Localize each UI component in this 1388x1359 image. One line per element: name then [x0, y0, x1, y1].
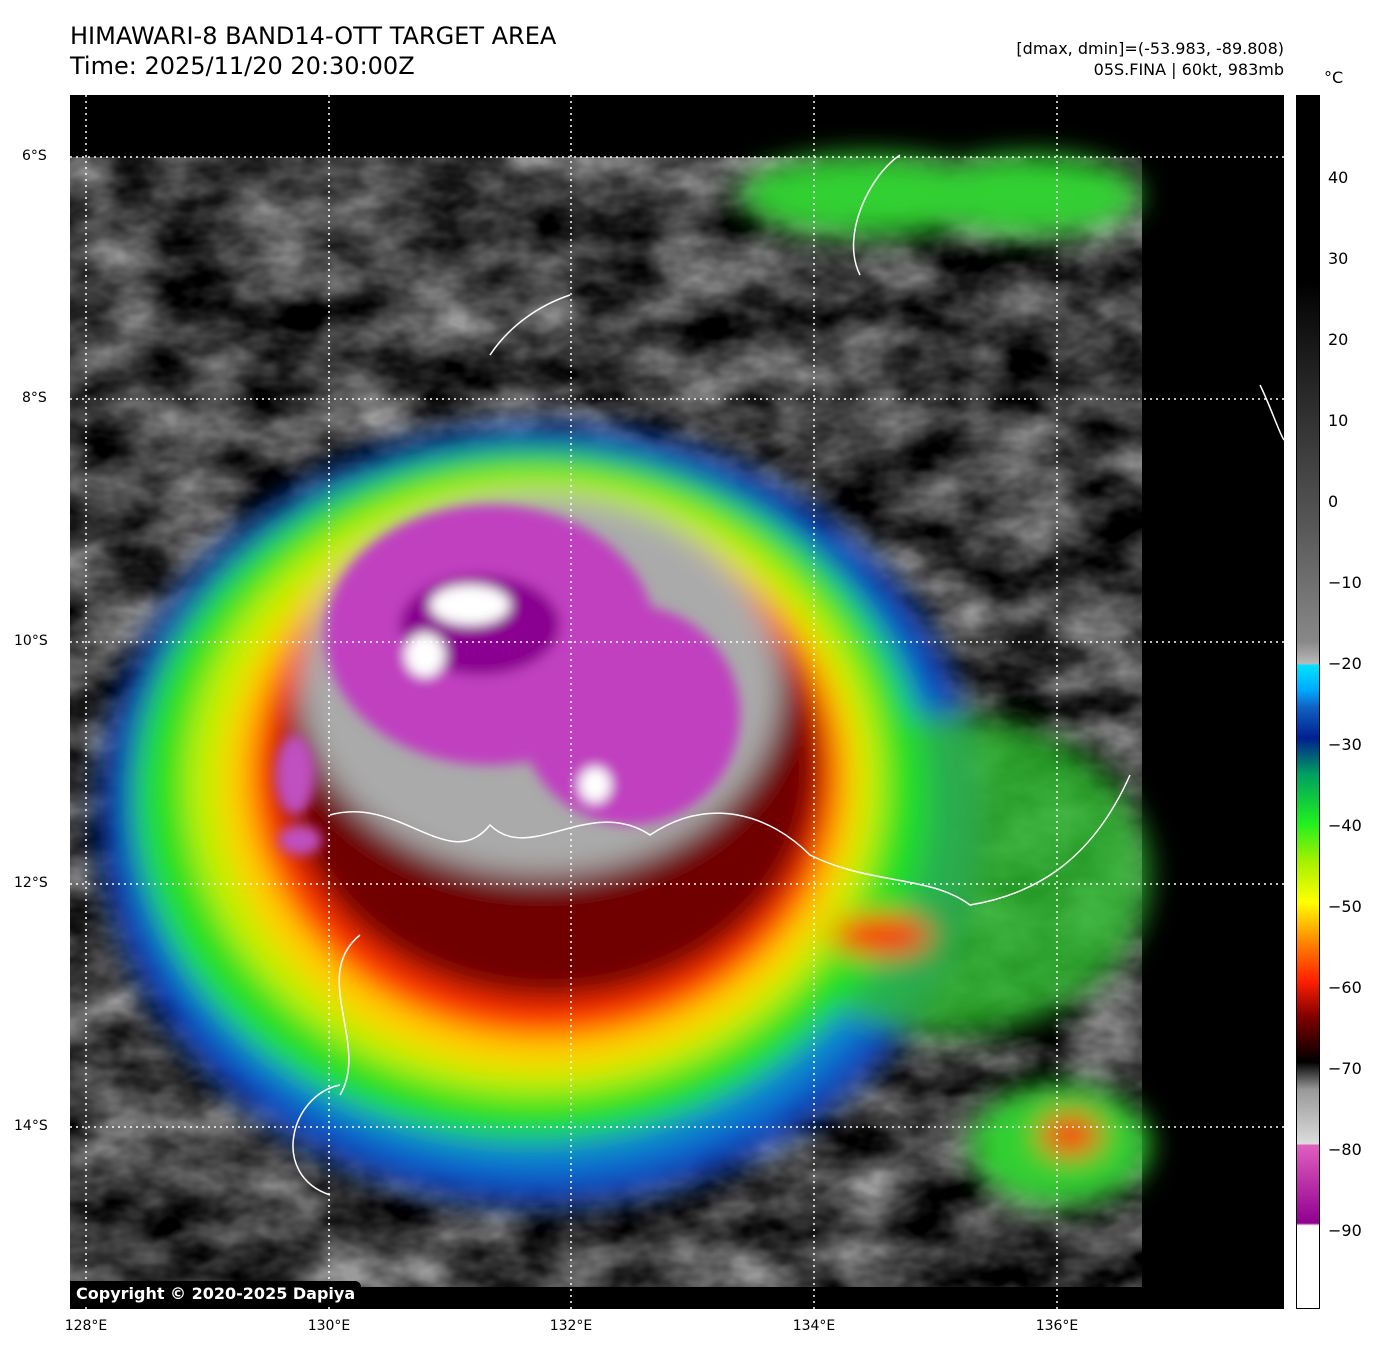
- figure-title: HIMAWARI-8 BAND14-OTT TARGET AREA: [70, 22, 557, 50]
- colorbar-tick: −30: [1328, 735, 1362, 754]
- colorbar-tick: 0: [1328, 492, 1339, 511]
- colorbar-tick: −10: [1328, 573, 1362, 592]
- colorbar: [1296, 95, 1320, 1309]
- lat-label: 14°S: [14, 1118, 48, 1134]
- colorbar-tick: 40: [1328, 168, 1349, 187]
- lon-label: 136°E: [1035, 1318, 1079, 1334]
- colorbar-tick: 10: [1328, 411, 1349, 430]
- figure-time: Time: 2025/11/20 20:30:00Z: [70, 52, 415, 80]
- colorbar-tick: −70: [1328, 1059, 1362, 1078]
- colorbar-tick: −50: [1328, 897, 1362, 916]
- colorbar-tick: −60: [1328, 978, 1362, 997]
- colorbar-tick: 20: [1328, 330, 1349, 349]
- colorbar-unit: °C: [1324, 68, 1344, 87]
- lat-label: 6°S: [22, 148, 47, 164]
- lat-label: 12°S: [14, 875, 48, 891]
- colorbar-tick: −80: [1328, 1140, 1362, 1159]
- lon-label: 128°E: [64, 1318, 108, 1334]
- lat-label: 8°S: [22, 390, 47, 406]
- dmax-dmin: [dmax, dmin]=(-53.983, -89.808): [1016, 39, 1284, 58]
- storm-info: 05S.FINA | 60kt, 983mb: [1093, 60, 1284, 79]
- lat-label: 10°S: [14, 633, 48, 649]
- lon-label: 134°E: [792, 1318, 836, 1334]
- colorbar-tick: −40: [1328, 816, 1362, 835]
- lon-label: 130°E: [307, 1318, 351, 1334]
- colorbar-tick: −20: [1328, 654, 1362, 673]
- lon-label: 132°E: [549, 1318, 593, 1334]
- satellite-image: [70, 95, 1284, 1309]
- colorbar-tick: −90: [1328, 1221, 1362, 1240]
- colorbar-tick: 30: [1328, 249, 1349, 268]
- copyright-label: Copyright © 2020-2025 Dapiya: [70, 1281, 362, 1306]
